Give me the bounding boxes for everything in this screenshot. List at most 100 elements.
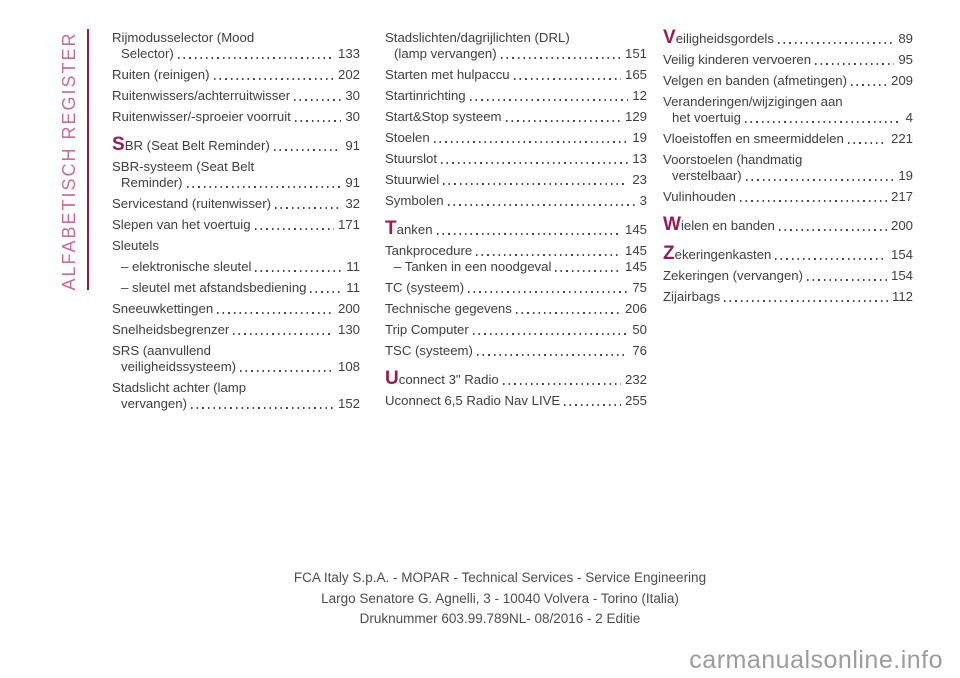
dot-leader xyxy=(515,312,621,314)
page-number: 145 xyxy=(624,259,647,274)
dot-leader xyxy=(851,84,887,86)
entry-label: Vloeistoffen en smeermiddelen xyxy=(663,131,844,146)
dot-leader xyxy=(436,233,621,235)
index-entry: – sleutel met afstandsbediening 11 xyxy=(112,280,360,296)
entry-label: Zijairbags xyxy=(663,289,721,304)
entry-label: Symbolen xyxy=(385,193,444,208)
page-number: 91 xyxy=(345,175,360,190)
entry-label: Snelheidsbegrenzer xyxy=(112,322,230,337)
index-entry: Stadslicht achter (lamp vervangen) 152 xyxy=(112,380,360,412)
entry-label: Zekeringenkasten xyxy=(663,243,772,264)
page-number: 95 xyxy=(898,52,913,67)
index-entry: Veilig kinderen vervoeren 95 xyxy=(663,52,913,68)
index-entry: – elektronische sleutel 11 xyxy=(112,259,360,275)
dot-leader xyxy=(275,207,342,209)
page-number: 108 xyxy=(337,359,360,374)
entry-label: Stuurwiel xyxy=(385,172,440,187)
page-number: 32 xyxy=(345,196,360,211)
dot-leader xyxy=(190,407,334,409)
section-initial-letter: W xyxy=(663,214,681,235)
page-number: 75 xyxy=(632,280,647,295)
dot-leader xyxy=(555,270,621,272)
index-entry: Zijairbags 112 xyxy=(663,289,913,305)
page-number: 130 xyxy=(337,322,360,337)
page-number: 151 xyxy=(624,46,647,61)
page-number: 232 xyxy=(624,372,647,387)
dot-leader xyxy=(744,121,902,123)
index-entry: Ruitenwisser/-sproeier voorruit 30 xyxy=(112,109,360,125)
entry-label: Wielen en banden xyxy=(663,214,775,235)
index-entry: Vulinhouden 217 xyxy=(663,189,913,205)
dot-leader xyxy=(724,300,888,302)
dot-leader xyxy=(775,258,887,260)
page-number: 202 xyxy=(337,67,360,82)
index-entry: SBR-systeem (Seat Belt Reminder) 91 xyxy=(112,159,360,191)
entry-label: Velgen en banden (afmetingen) xyxy=(663,73,848,88)
sidebar-vertical-label: ALFABETISCH REGISTER xyxy=(59,31,79,291)
page-number: 91 xyxy=(345,138,360,153)
entry-label: Starten met hulpaccu xyxy=(385,67,510,82)
page-number: 206 xyxy=(624,301,647,316)
dot-leader xyxy=(777,42,895,44)
footer-imprint: FCA Italy S.p.A. - MOPAR - Technical Ser… xyxy=(250,568,750,630)
index-entry: Starten met hulpaccu 165 xyxy=(385,67,647,83)
entry-label: Uconnect 3" Radio xyxy=(385,368,499,389)
page-number: 11 xyxy=(346,259,360,274)
index-entry: Velgen en banden (afmetingen) 209 xyxy=(663,73,913,89)
sidebar-divider xyxy=(87,29,89,290)
section-initial-letter: V xyxy=(663,27,676,48)
index-entry: Sneeuwkettingen 200 xyxy=(112,301,360,317)
dot-leader xyxy=(815,63,895,65)
entry-label: Veilig kinderen vervoeren xyxy=(663,52,812,67)
dot-leader xyxy=(745,179,895,181)
dot-leader xyxy=(233,333,334,335)
dot-leader xyxy=(468,291,629,293)
entry-label: Ruitenwissers/achterruitwisser xyxy=(112,88,291,103)
index-entry: Uconnect 6,5 Radio Nav LIVE 255 xyxy=(385,393,647,409)
entry-label: Ruiten (reinigen) xyxy=(112,67,210,82)
page-number: 129 xyxy=(624,109,647,124)
dot-leader xyxy=(255,270,343,272)
dot-leader xyxy=(217,312,334,314)
index-entry: Stoelen 19 xyxy=(385,130,647,146)
section-initial-letter: U xyxy=(385,368,399,389)
entry-label: Start&Stop systeem xyxy=(385,109,502,124)
page-number: 154 xyxy=(890,268,913,283)
entry-label: Servicestand (ruitenwisser) xyxy=(112,196,272,211)
index-entry: Zekeringen (vervangen) 154 xyxy=(663,268,913,284)
entry-label: SBR-systeem (Seat Belt xyxy=(112,159,255,174)
page-number: 171 xyxy=(337,217,360,232)
imprint-line: Druknummer 603.99.789NL- 08/2016 - 2 Edi… xyxy=(359,611,641,626)
entry-label-continued: verstelbaar) xyxy=(672,168,742,183)
entry-label: Trip Computer xyxy=(385,322,469,337)
page-number: 200 xyxy=(337,301,360,316)
index-entry: – Tanken in een noodgeval 145 xyxy=(385,259,647,275)
entry-label-continued: veiligheidssysteem) xyxy=(121,359,237,374)
page-number: 30 xyxy=(345,88,360,103)
dot-leader xyxy=(240,370,334,372)
index-column-left: Rijmodusselector (Mood Selector) 133 Ruiten… xyxy=(112,30,360,412)
index-entry: Servicestand (ruitenwisser) 32 xyxy=(112,196,360,212)
dot-leader xyxy=(500,57,621,59)
entry-label: SBR (Seat Belt Reminder) xyxy=(112,134,270,155)
dot-leader xyxy=(213,78,334,80)
entry-label: Veiligheidsgordels xyxy=(663,27,774,48)
page-number: 154 xyxy=(890,247,913,262)
entry-label: – sleutel met afstandsbediening xyxy=(121,280,307,295)
dot-leader xyxy=(472,333,629,335)
dot-leader xyxy=(441,162,629,164)
index-entry: Symbolen 3 xyxy=(385,193,647,209)
index-entry: Snelheidsbegrenzer 130 xyxy=(112,322,360,338)
entry-label: – elektronische sleutel xyxy=(121,259,252,274)
index-entry: Slepen van het voertuig 171 xyxy=(112,217,360,233)
page-number: 23 xyxy=(632,172,647,187)
entry-label: Sleutels xyxy=(112,238,159,253)
section-initial-letter: Z xyxy=(663,243,675,264)
page-number: 3 xyxy=(639,193,647,208)
index-entry: Zekeringenkasten 154 xyxy=(663,243,913,264)
page-number: 145 xyxy=(624,243,647,258)
entry-label: Uconnect 6,5 Radio Nav LIVE xyxy=(385,393,561,408)
index-entry: SBR (Seat Belt Reminder) 91 xyxy=(112,134,360,155)
dot-leader xyxy=(778,229,887,231)
